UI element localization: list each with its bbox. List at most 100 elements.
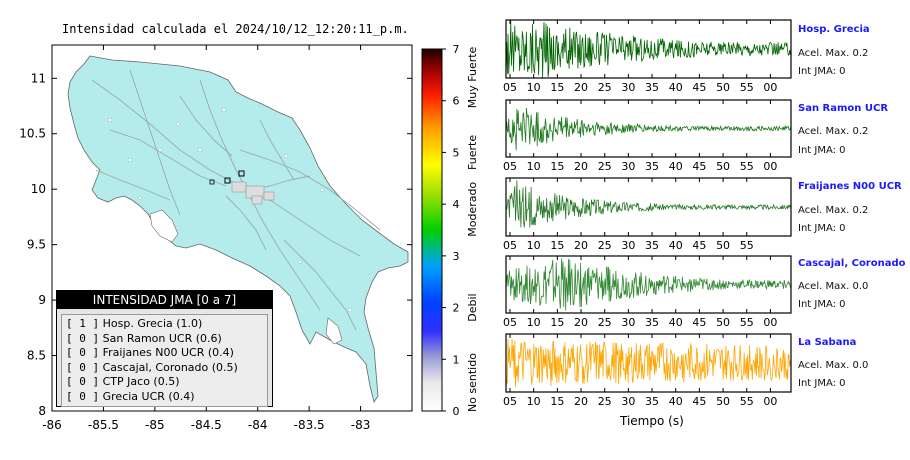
waveform-tick-label: 45 xyxy=(692,81,706,94)
legend-code: [ 0 ] xyxy=(66,389,100,403)
waveform-panel: 05 10 15 20 25 30 35 40 45 50 55 00 xyxy=(503,333,792,408)
map-y-tick-label: 8.5 xyxy=(27,349,46,363)
waveform-tick-label: 05 xyxy=(503,316,517,329)
waveform-tick-label: 15 xyxy=(550,395,564,408)
map-title: Intensidad calculada el 2024/10/12_12:20… xyxy=(62,22,409,36)
map-x-tick-label: -86 xyxy=(42,418,62,432)
costa-rica-land xyxy=(67,55,409,403)
waveform-tick-label: 05 xyxy=(503,395,517,408)
waveform-tick-label: 45 xyxy=(692,160,706,173)
waveform-tick-label: 55 xyxy=(740,160,754,173)
waveform-tick-label: 35 xyxy=(645,160,659,173)
colorbar-tick-label: 3 xyxy=(453,250,460,263)
colorbar-tick-label: 6 xyxy=(453,95,460,108)
map-x-tick-label: -85.5 xyxy=(88,418,119,432)
legend-station: Cascajal, Coronado (0.5) xyxy=(102,360,238,374)
colorbar-tick-label: 0 xyxy=(453,405,460,418)
waveform-tick-label: 45 xyxy=(692,239,706,252)
waveform-tick-label: 50 xyxy=(716,239,730,252)
waveform-frame xyxy=(505,99,792,158)
waveform-tick-label: 40 xyxy=(669,316,683,329)
station-jma: Int JMA: 0 xyxy=(798,378,846,389)
waveform-tick-label: 50 xyxy=(716,316,730,329)
legend-list: [ 1 ] Hosp. Grecia (1.0) [ 0 ] San Ramon… xyxy=(61,314,268,407)
legend-station: Fraijanes N00 UCR (0.4) xyxy=(102,346,234,359)
colorbar-tick-label: 5 xyxy=(453,146,460,159)
waveform-trace xyxy=(505,107,792,151)
waveform-tick-label: 55 xyxy=(740,239,754,252)
waveform-tick-label: 45 xyxy=(692,316,706,329)
legend-station: Grecia UCR (0.4) xyxy=(102,389,195,403)
station-marker[interactable] xyxy=(209,179,215,185)
map-y-tick-label: 10 xyxy=(31,182,46,196)
map-y-tick-label: 10.5 xyxy=(19,127,46,141)
colorbar-tick-label: 4 xyxy=(453,198,460,211)
waveform-tick-label: 10 xyxy=(527,81,541,94)
map-frame xyxy=(51,44,413,412)
waveform-tick-label: 30 xyxy=(621,160,635,173)
legend-code: [ 0 ] xyxy=(66,375,100,388)
legend-row: [ 0 ] Fraijanes N00 UCR (0.4) xyxy=(66,346,267,361)
station-accel: Acel. Max. 0.2 xyxy=(798,48,869,59)
station-name-san-ramon: San Ramon UCR xyxy=(798,103,889,114)
map-x-tick-label: -83.5 xyxy=(294,418,325,432)
legend-row: [ 0 ] San Ramon UCR (0.6) xyxy=(66,332,267,347)
waveform-tick-label: 20 xyxy=(574,81,588,94)
legend-station: Hosp. Grecia (1.0) xyxy=(102,317,203,330)
waveform-x-label: Tiempo (s) xyxy=(620,414,684,428)
legend-code: [ 0 ] xyxy=(66,360,100,374)
station-jma: Int JMA: 0 xyxy=(798,299,846,310)
station-name-la-sabana: La Sabana xyxy=(798,337,857,348)
waveform-trace xyxy=(505,339,792,388)
waveform-tick-label: 10 xyxy=(527,395,541,408)
map-y-tick-label: 9 xyxy=(38,293,46,307)
colorbar-labels: No sentido Debil Moderado Fuerte Muy Fuerte xyxy=(466,46,479,412)
colorbar-category-label: Moderado xyxy=(466,182,479,237)
waveform-tick-label: 30 xyxy=(621,316,635,329)
station-jma: Int JMA: 0 xyxy=(798,223,846,234)
waveform-tick-label: 05 xyxy=(503,160,517,173)
waveform-trace xyxy=(505,20,792,79)
station-name-fraijanes: Fraijanes N00 UCR xyxy=(798,181,902,192)
colorbar-tick-label: 2 xyxy=(453,302,460,315)
waveform-tick-label: 35 xyxy=(645,239,659,252)
station-name-cascajal: Cascajal, Coronado xyxy=(798,258,906,269)
waveform-tick-label: 00 xyxy=(763,81,777,94)
waveform-panel: 05 10 15 20 25 30 35 40 45 50 55 00 xyxy=(503,99,792,173)
waveform-tick-label: 30 xyxy=(621,395,635,408)
waveform-tick-label: 50 xyxy=(716,395,730,408)
waveform-tick-label: 20 xyxy=(574,160,588,173)
waveform-tick-label: 50 xyxy=(716,81,730,94)
waveform-tick-label: 35 xyxy=(645,81,659,94)
waveform-tick-label: 10 xyxy=(527,316,541,329)
waveform-frame xyxy=(505,255,792,314)
waveform-frame xyxy=(505,177,792,237)
colorbar-category-label: Fuerte xyxy=(466,135,479,170)
waveform-tick-label: 40 xyxy=(669,81,683,94)
waveform-tick-label: 40 xyxy=(669,239,683,252)
station-accel: Acel. Max. 0.2 xyxy=(798,205,869,216)
waveform-tick-label: 55 xyxy=(740,395,754,408)
intensity-colorbar xyxy=(421,48,443,412)
waveform-tick-label: 10 xyxy=(527,160,541,173)
map-x-tick-label: -83 xyxy=(351,418,371,432)
waveform-tick-label: 10 xyxy=(527,239,541,252)
station-accel: Acel. Max. 0.2 xyxy=(798,126,869,137)
colorbar-ticks: 0 1 2 3 4 5 6 7 xyxy=(442,43,460,418)
station-marker[interactable] xyxy=(238,170,245,177)
waveform-tick-label: 20 xyxy=(574,395,588,408)
waveform-tick-label: 40 xyxy=(669,160,683,173)
map-y-axis: 11 10.5 10 9.5 9 8.5 8 xyxy=(19,71,412,418)
waveform-trace xyxy=(505,180,792,228)
colorbar-category-label: Debil xyxy=(466,293,479,321)
waveform-tick-label: 25 xyxy=(598,395,612,408)
waveform-tick-label: 15 xyxy=(550,239,564,252)
station-accel: Acel. Max. 0.0 xyxy=(798,360,869,371)
waveform-tick-label: 15 xyxy=(550,316,564,329)
station-marker[interactable] xyxy=(224,177,231,184)
waveform-frame xyxy=(505,19,792,79)
waveform-tick-label: 35 xyxy=(645,316,659,329)
waveform-tick-label: 20 xyxy=(574,316,588,329)
waveform-tick-label: 20 xyxy=(574,239,588,252)
station-name-hosp-grecia: Hosp. Grecia xyxy=(798,24,870,35)
